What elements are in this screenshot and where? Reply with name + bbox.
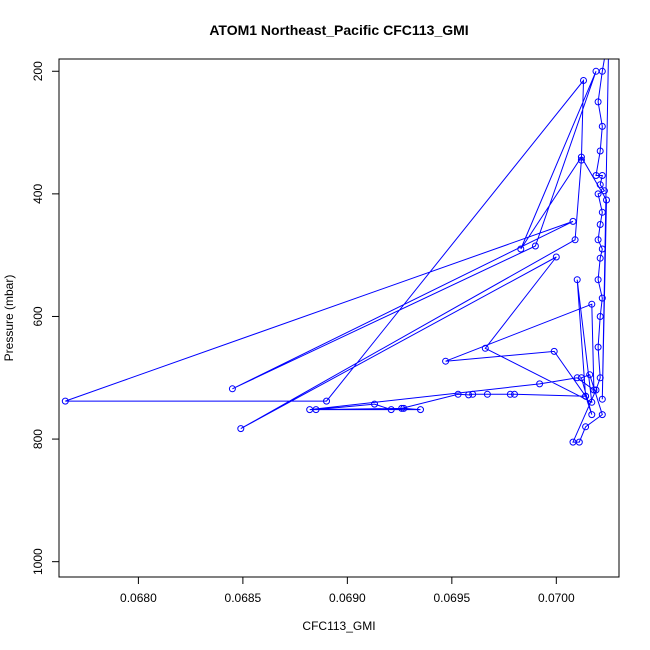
data-point (592, 386, 600, 394)
data-point (582, 423, 590, 431)
data-point (596, 254, 604, 262)
data-point (598, 245, 606, 253)
data-point (511, 390, 518, 398)
data-point (454, 390, 462, 398)
y-axis-label: Pressure (mbar) (2, 275, 16, 362)
data-point (582, 392, 590, 400)
data-point (577, 153, 585, 161)
data-point (596, 374, 604, 382)
data-point (550, 347, 558, 355)
data-point (594, 343, 602, 351)
data-point (469, 390, 477, 398)
x-axis-label: CFC113_GMI (302, 619, 375, 633)
data-point (598, 67, 606, 75)
data-point (417, 406, 424, 414)
data-point (400, 404, 408, 412)
data-point (588, 411, 596, 419)
data-point (598, 294, 606, 302)
plot-frame (58, 58, 620, 578)
data-point (481, 344, 489, 352)
data-point (588, 398, 596, 406)
y-tick-label: 400 (31, 184, 45, 204)
data-point (237, 425, 245, 433)
x-tick-label: 0.0695 (433, 591, 470, 605)
data-point (573, 374, 581, 382)
data-point (569, 438, 577, 446)
data-point (465, 391, 473, 399)
data-point (603, 196, 610, 204)
chart-title: ATOM1 Northeast_Pacific CFC113_GMI (209, 22, 468, 38)
x-tick-label: 0.0690 (329, 591, 366, 605)
data-point (577, 156, 585, 164)
data-point (61, 397, 69, 405)
data-point (598, 395, 606, 403)
y-tick-label: 200 (31, 61, 45, 81)
y-tick-label: 1000 (31, 548, 45, 575)
data-point (594, 190, 602, 198)
data-point (598, 122, 606, 130)
data-point (594, 98, 602, 106)
data-point (371, 400, 378, 408)
x-tick-label: 0.0685 (225, 591, 262, 605)
data-point (573, 276, 581, 284)
data-point (590, 386, 598, 394)
data-point (483, 390, 491, 398)
y-tick-label: 800 (31, 429, 45, 449)
data-point (586, 371, 594, 379)
data-point (312, 406, 320, 414)
series-layer (61, 59, 610, 446)
data-point (594, 236, 602, 244)
data-point (536, 380, 544, 388)
data-point (596, 313, 604, 320)
data-point (577, 374, 585, 382)
data-point (517, 245, 525, 253)
data-point (596, 147, 604, 155)
data-point (228, 385, 236, 393)
data-point (569, 217, 577, 225)
data-point (588, 300, 596, 308)
data-point (592, 172, 600, 179)
data-point (600, 187, 608, 195)
data-point (442, 357, 450, 365)
data-point (552, 253, 560, 261)
data-point (387, 406, 395, 414)
data-point (531, 242, 539, 250)
data-point (398, 404, 406, 412)
data-point (580, 77, 587, 84)
x-tick-label: 0.0680 (120, 591, 157, 605)
data-point (596, 221, 604, 228)
y-tick-label: 600 (31, 306, 45, 326)
data-point (594, 276, 602, 284)
data-point (323, 397, 330, 405)
x-tick-label: 0.0700 (538, 591, 575, 605)
data-point (598, 208, 606, 216)
data-point (598, 411, 606, 419)
data-point (596, 181, 604, 189)
data-point (506, 390, 514, 398)
data-point (571, 236, 579, 244)
